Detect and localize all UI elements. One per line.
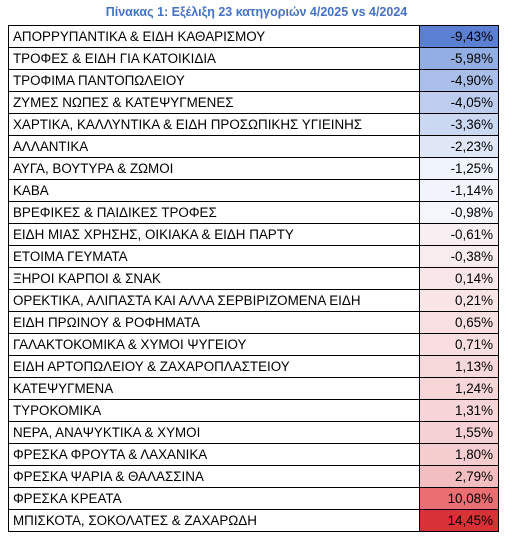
category-change-table: ΑΠΟΡΡΥΠΑΝΤΙΚΑ & ΕΙΔΗ ΚΑΘΑΡΙΣΜΟΥ -9,43% ΤΡΟ…: [8, 25, 499, 532]
category-cell: ΕΤΟΙΜΑ ΓΕΥΜΑΤΑ: [8, 245, 420, 268]
change-value-cell: 1,31%: [419, 399, 499, 422]
category-cell: ΤΥΡΟΚΟΜΙΚΑ: [8, 399, 420, 422]
change-value-cell: 1,24%: [419, 377, 499, 400]
change-value-cell: -4,90%: [419, 69, 499, 92]
category-cell: ΤΡΟΦΕΣ & ΕΙΔΗ ΓΙΑ ΚΑΤΟΙΚΙΔΙΑ: [8, 47, 420, 70]
change-value-cell: -1,14%: [419, 179, 499, 202]
table-row: ΒΡΕΦΙΚΕΣ & ΠΑΙΔΙΚΕΣ ΤΡΟΦΕΣ -0,98%: [8, 201, 499, 224]
change-value-cell: 1,80%: [419, 443, 499, 466]
change-value-cell: 14,45%: [419, 509, 499, 532]
category-cell: ΒΡΕΦΙΚΕΣ & ΠΑΙΔΙΚΕΣ ΤΡΟΦΕΣ: [8, 201, 420, 224]
change-value-cell: -0,38%: [419, 245, 499, 268]
category-cell: ΜΠΙΣΚΟΤΑ, ΣΟΚΟΛΑΤΕΣ & ΖΑΧΑΡΩΔΗ: [8, 509, 420, 532]
category-cell: ΝΕΡΑ, ΑΝΑΨΥΚΤΙΚΑ & ΧΥΜΟΙ: [8, 421, 420, 444]
category-cell: ΟΡΕΚΤΙΚΑ, ΑΛΙΠΑΣΤΑ ΚΑΙ ΑΛΛΑ ΣΕΡΒΙΡΙΖΟΜΕΝ…: [8, 289, 420, 312]
table-row: ΧΑΡΤΙΚΑ, ΚΑΛΛΥΝΤΙΚΑ & ΕΙΔΗ ΠΡΟΣΩΠΙΚΗΣ ΥΓ…: [8, 113, 499, 136]
table-row: ΤΡΟΦΕΣ & ΕΙΔΗ ΓΙΑ ΚΑΤΟΙΚΙΔΙΑ -5,98%: [8, 47, 499, 70]
category-cell: ΖΥΜΕΣ ΝΩΠΕΣ & ΚΑΤΕΨΥΓΜΕΝΕΣ: [8, 91, 420, 114]
change-value-cell: 0,65%: [419, 311, 499, 334]
category-cell: ΚΑΒΑ: [8, 179, 420, 202]
category-cell: ΕΙΔΗ ΠΡΩΙΝΟΥ & ΡΟΦΗΜΑΤΑ: [8, 311, 420, 334]
table-row: ΤΡΟΦΙΜΑ ΠΑΝΤΟΠΩΛΕΙΟΥ -4,90%: [8, 69, 499, 92]
table-row: ΕΙΔΗ ΑΡΤΟΠΩΛΕΙΟΥ & ΖΑΧΑΡΟΠΛΑΣΤΕΙΟΥ 1,13%: [8, 355, 499, 378]
change-value-cell: 0,71%: [419, 333, 499, 356]
table-row: ΕΙΔΗ ΜΙΑΣ ΧΡΗΣΗΣ, ΟΙΚΙΑΚΑ & ΕΙΔΗ ΠΑΡΤΥ -0…: [8, 223, 499, 246]
table-row: ΟΡΕΚΤΙΚΑ, ΑΛΙΠΑΣΤΑ ΚΑΙ ΑΛΛΑ ΣΕΡΒΙΡΙΖΟΜΕΝ…: [8, 289, 499, 312]
table-title: Πίνακας 1: Εξέλιξη 23 κατηγοριών 4/2025 …: [105, 5, 408, 19]
change-value-cell: 2,79%: [419, 465, 499, 488]
change-value-cell: -9,43%: [419, 25, 499, 48]
table-row: ΤΥΡΟΚΟΜΙΚΑ 1,31%: [8, 399, 499, 422]
table-row: ΑΠΟΡΡΥΠΑΝΤΙΚΑ & ΕΙΔΗ ΚΑΘΑΡΙΣΜΟΥ -9,43%: [8, 25, 499, 48]
table-row: ΖΥΜΕΣ ΝΩΠΕΣ & ΚΑΤΕΨΥΓΜΕΝΕΣ -4,05%: [8, 91, 499, 114]
table-row: ΕΙΔΗ ΠΡΩΙΝΟΥ & ΡΟΦΗΜΑΤΑ 0,65%: [8, 311, 499, 334]
category-cell: ΕΙΔΗ ΑΡΤΟΠΩΛΕΙΟΥ & ΖΑΧΑΡΟΠΛΑΣΤΕΙΟΥ: [8, 355, 420, 378]
change-value-cell: 0,21%: [419, 289, 499, 312]
change-value-cell: 0,14%: [419, 267, 499, 290]
table-row: ΝΕΡΑ, ΑΝΑΨΥΚΤΙΚΑ & ΧΥΜΟΙ 1,55%: [8, 421, 499, 444]
table-row: ΚΑΤΕΨΥΓΜΕΝΑ 1,24%: [8, 377, 499, 400]
change-value-cell: 1,13%: [419, 355, 499, 378]
change-value-cell: 10,08%: [419, 487, 499, 510]
category-cell: ΑΛΛΑΝΤΙΚΑ: [8, 135, 420, 158]
category-cell: ΞΗΡΟΙ ΚΑΡΠΟΙ & ΣΝΑΚ: [8, 267, 420, 290]
category-cell: ΚΑΤΕΨΥΓΜΕΝΑ: [8, 377, 420, 400]
category-cell: ΑΥΓΑ, ΒΟΥΤΥΡΑ & ΖΩΜΟΙ: [8, 157, 420, 180]
category-cell: ΑΠΟΡΡΥΠΑΝΤΙΚΑ & ΕΙΔΗ ΚΑΘΑΡΙΣΜΟΥ: [8, 25, 420, 48]
change-value-cell: -1,25%: [419, 157, 499, 180]
change-value-cell: -5,98%: [419, 47, 499, 70]
table-row: ΚΑΒΑ -1,14%: [8, 179, 499, 202]
category-cell: ΦΡΕΣΚΑ ΨΑΡΙΑ & ΘΑΛΑΣΣΙΝΑ: [8, 465, 420, 488]
category-cell: ΦΡΕΣΚΑ ΚΡΕΑΤΑ: [8, 487, 420, 510]
table-row: ΦΡΕΣΚΑ ΚΡΕΑΤΑ 10,08%: [8, 487, 499, 510]
change-value-cell: -2,23%: [419, 135, 499, 158]
table-row: ΜΠΙΣΚΟΤΑ, ΣΟΚΟΛΑΤΕΣ & ΖΑΧΑΡΩΔΗ 14,45%: [8, 509, 499, 532]
change-value-cell: -0,98%: [419, 201, 499, 224]
table-row: ΞΗΡΟΙ ΚΑΡΠΟΙ & ΣΝΑΚ 0,14%: [8, 267, 499, 290]
category-cell: ΦΡΕΣΚΑ ΦΡΟΥΤΑ & ΛΑΧΑΝΙΚΑ: [8, 443, 420, 466]
table-row: ΓΑΛΑΚΤΟΚΟΜΙΚΑ & ΧΥΜΟΙ ΨΥΓΕΙΟΥ 0,71%: [8, 333, 499, 356]
category-cell: ΓΑΛΑΚΤΟΚΟΜΙΚΑ & ΧΥΜΟΙ ΨΥΓΕΙΟΥ: [8, 333, 420, 356]
table-row: ΦΡΕΣΚΑ ΦΡΟΥΤΑ & ΛΑΧΑΝΙΚΑ 1,80%: [8, 443, 499, 466]
change-value-cell: -0,61%: [419, 223, 499, 246]
table-row: ΕΤΟΙΜΑ ΓΕΥΜΑΤΑ -0,38%: [8, 245, 499, 268]
change-value-cell: 1,55%: [419, 421, 499, 444]
table-body: ΑΠΟΡΡΥΠΑΝΤΙΚΑ & ΕΙΔΗ ΚΑΘΑΡΙΣΜΟΥ -9,43% ΤΡΟ…: [8, 25, 499, 532]
category-cell: ΕΙΔΗ ΜΙΑΣ ΧΡΗΣΗΣ, ΟΙΚΙΑΚΑ & ΕΙΔΗ ΠΑΡΤΥ: [8, 223, 420, 246]
change-value-cell: -3,36%: [419, 113, 499, 136]
table-row: ΦΡΕΣΚΑ ΨΑΡΙΑ & ΘΑΛΑΣΣΙΝΑ 2,79%: [8, 465, 499, 488]
change-value-cell: -4,05%: [419, 91, 499, 114]
category-cell: ΤΡΟΦΙΜΑ ΠΑΝΤΟΠΩΛΕΙΟΥ: [8, 69, 420, 92]
table-row: ΑΥΓΑ, ΒΟΥΤΥΡΑ & ΖΩΜΟΙ -1,25%: [8, 157, 499, 180]
category-cell: ΧΑΡΤΙΚΑ, ΚΑΛΛΥΝΤΙΚΑ & ΕΙΔΗ ΠΡΟΣΩΠΙΚΗΣ ΥΓ…: [8, 113, 420, 136]
table-row: ΑΛΛΑΝΤΙΚΑ -2,23%: [8, 135, 499, 158]
